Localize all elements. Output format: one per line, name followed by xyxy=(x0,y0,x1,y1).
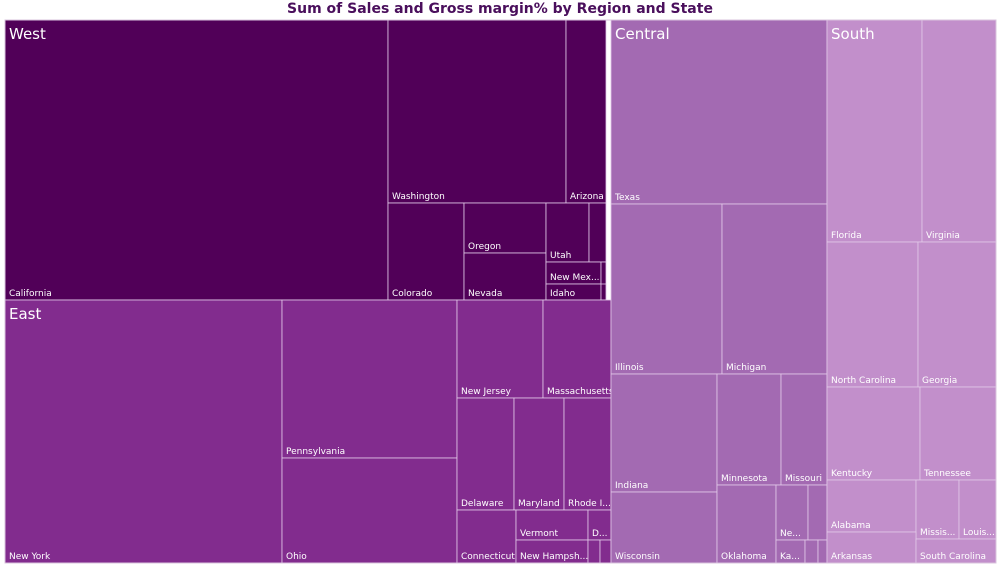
state-label-missouri: Missouri xyxy=(785,474,822,484)
treemap-tile-east-state-unlabeled[interactable] xyxy=(599,539,612,564)
state-label-rhode-island: Rhode I... xyxy=(568,499,611,509)
state-label-indiana: Indiana xyxy=(615,481,648,491)
state-label-kentucky: Kentucky xyxy=(831,469,873,479)
treemap-tile-ohio[interactable] xyxy=(281,457,458,564)
state-label-connecticut: Connecticut xyxy=(461,552,515,562)
region-west: California Washington Arizona Colorado Orego… xyxy=(4,19,607,301)
treemap-tile-florida[interactable] xyxy=(826,19,923,243)
treemap-tile-washington[interactable] xyxy=(387,19,567,204)
treemap-tile-louisiana[interactable] xyxy=(958,479,997,540)
state-label-d: D... xyxy=(592,529,608,539)
treemap-tile-illinois[interactable] xyxy=(610,203,723,375)
treemap-tile-california[interactable] xyxy=(4,19,389,301)
treemap-tile-west-state-unlabeled[interactable] xyxy=(588,202,607,263)
state-label-arizona: Arizona xyxy=(570,192,604,202)
treemap-tile-virginia[interactable] xyxy=(921,19,997,243)
state-label-louisiana: Louis... xyxy=(963,528,995,538)
state-label-ohio: Ohio xyxy=(286,552,307,562)
region-label-central: Central xyxy=(615,25,670,43)
treemap-tile-texas[interactable] xyxy=(610,19,828,205)
treemap-tile-arizona[interactable] xyxy=(565,19,607,204)
treemap-tile-massachusetts[interactable] xyxy=(542,299,612,399)
treemap-tile-kentucky[interactable] xyxy=(826,386,921,481)
state-label-oregon: Oregon xyxy=(468,242,501,252)
state-label-pennsylvania: Pennsylvania xyxy=(286,447,345,457)
treemap-tile-east-state-unlabeled[interactable] xyxy=(587,539,601,564)
state-label-maryland: Maryland xyxy=(518,499,560,509)
state-label-california: California xyxy=(9,289,52,299)
treemap-tile-central-state-unlabeled[interactable] xyxy=(804,539,819,564)
treemap-tile-maryland[interactable] xyxy=(513,397,565,511)
state-label-new-mexico: New Mex... xyxy=(550,273,600,283)
state-label-ka: Ka... xyxy=(780,552,800,562)
state-label-nevada: Nevada xyxy=(468,289,502,299)
state-label-arkansas: Arkansas xyxy=(831,552,872,562)
treemap-tile-connecticut[interactable] xyxy=(456,509,517,564)
region-central: Texas Illinois Michigan Indiana Wisconsin Min… xyxy=(610,19,828,564)
state-label-wisconsin: Wisconsin xyxy=(615,552,660,562)
state-label-michigan: Michigan xyxy=(726,363,766,373)
state-label-new-york: New York xyxy=(9,552,51,562)
treemap-tile-ne[interactable] xyxy=(775,484,809,541)
state-label-colorado: Colorado xyxy=(392,289,433,299)
treemap-tile-west-state-unlabeled[interactable] xyxy=(600,283,607,301)
state-label-tennessee: Tennessee xyxy=(923,469,971,479)
state-label-idaho: Idaho xyxy=(550,289,576,299)
state-label-ne: Ne... xyxy=(780,529,801,539)
state-label-georgia: Georgia xyxy=(922,376,957,386)
chart-title: Sum of Sales and Gross margin% by Region… xyxy=(287,1,713,17)
state-label-florida: Florida xyxy=(831,231,862,241)
state-label-minnesota: Minnesota xyxy=(721,474,767,484)
state-label-illinois: Illinois xyxy=(615,363,644,373)
state-label-delaware: Delaware xyxy=(461,499,504,509)
treemap-tile-pennsylvania[interactable] xyxy=(281,299,458,459)
treemap-tile-colorado[interactable] xyxy=(387,202,465,301)
region-label-west: West xyxy=(9,25,46,43)
state-label-alabama: Alabama xyxy=(831,521,871,531)
treemap-tile-north-carolina[interactable] xyxy=(826,241,919,388)
treemap-tile-new-jersey[interactable] xyxy=(456,299,544,399)
region-label-east: East xyxy=(9,305,41,323)
state-label-washington: Washington xyxy=(392,192,445,202)
treemap-border xyxy=(4,19,997,564)
treemap-tile-central-state-unlabeled[interactable] xyxy=(817,539,828,564)
treemap-tile-minnesota[interactable] xyxy=(716,373,782,486)
treemap-tile-delaware[interactable] xyxy=(456,397,515,511)
treemap-tile-rhode-island[interactable] xyxy=(563,397,612,511)
state-label-virginia: Virginia xyxy=(926,231,960,241)
state-label-massachusetts: Massachusetts xyxy=(547,387,614,397)
state-label-new-hampshire: New Hampsh... xyxy=(520,552,588,562)
treemap-tile-missouri[interactable] xyxy=(780,373,828,486)
treemap-tile-georgia[interactable] xyxy=(917,241,997,388)
treemap-tile-new-york[interactable] xyxy=(4,299,283,564)
state-label-new-jersey: New Jersey xyxy=(461,387,512,397)
treemap-tile-central-state-unlabeled[interactable] xyxy=(807,484,828,541)
state-label-texas: Texas xyxy=(614,193,640,203)
treemap-tile-tennessee[interactable] xyxy=(919,386,997,481)
treemap-tile-alabama[interactable] xyxy=(826,479,917,533)
treemap-tile-michigan[interactable] xyxy=(721,203,828,375)
region-south: Florida Virginia North Carolina Georgia Kent… xyxy=(826,19,997,564)
state-label-oklahoma: Oklahoma xyxy=(721,552,767,562)
state-label-vermont: Vermont xyxy=(520,529,559,539)
state-label-south-carolina: South Carolina xyxy=(920,552,986,562)
state-label-north-carolina: North Carolina xyxy=(831,376,896,386)
region-label-south: South xyxy=(831,25,875,43)
state-label-mississippi: Missis... xyxy=(920,528,955,538)
region-east: New York Pennsylvania Ohio New Jersey Massac… xyxy=(4,299,614,564)
treemap-tile-indiana[interactable] xyxy=(610,373,718,493)
treemap-tile-mississippi[interactable] xyxy=(915,479,960,540)
treemap-tile-wisconsin[interactable] xyxy=(610,491,718,564)
state-label-utah: Utah xyxy=(550,251,571,261)
